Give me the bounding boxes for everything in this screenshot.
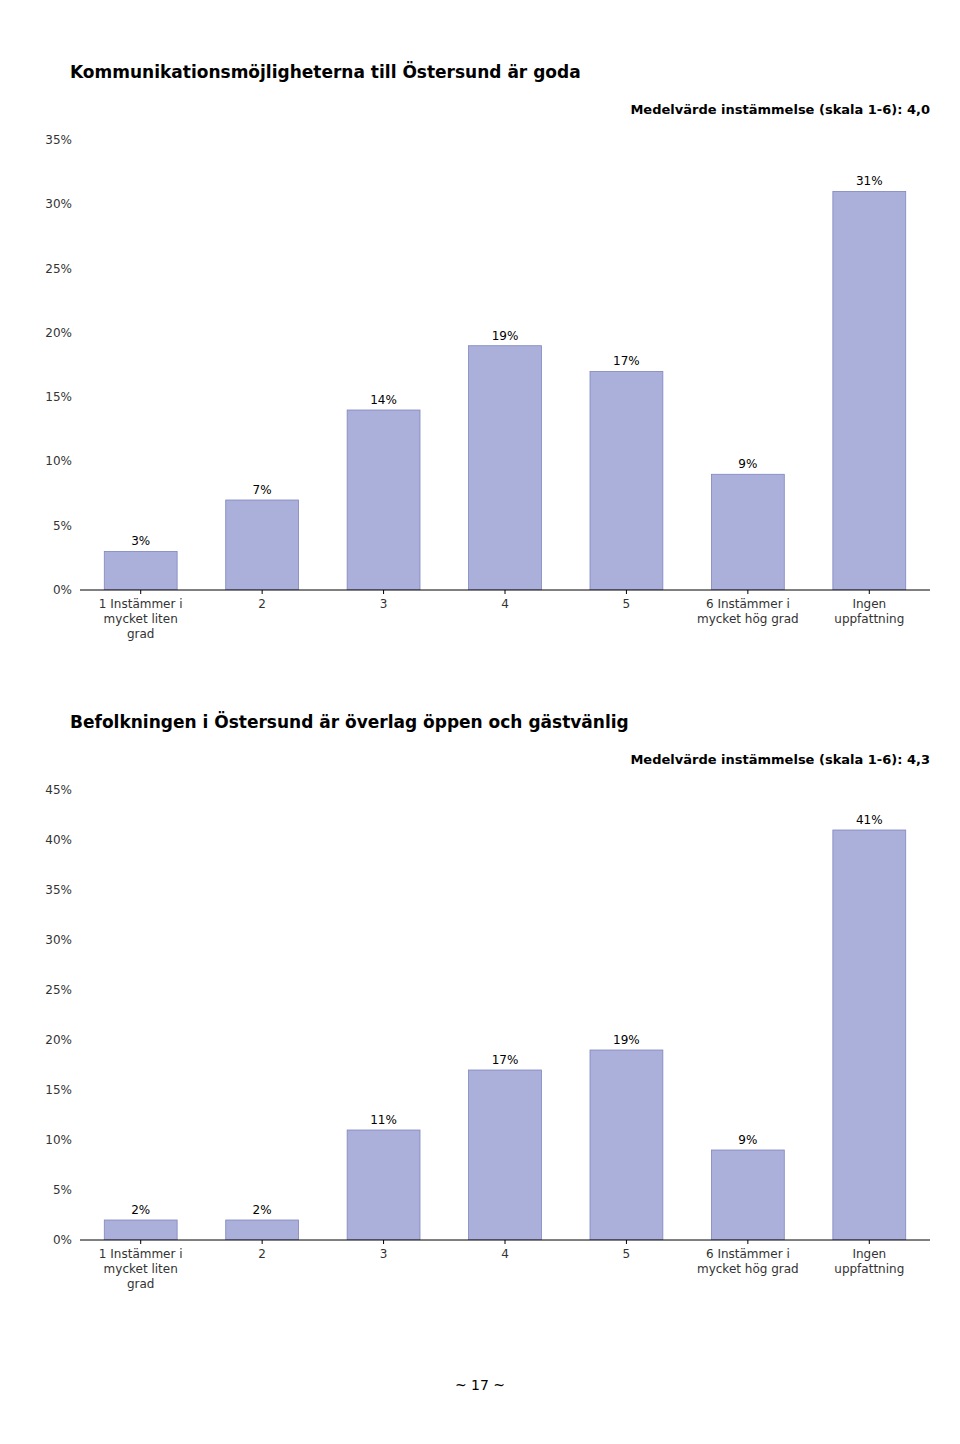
data-label: 2% — [253, 1203, 272, 1217]
chart: Befolkningen i Östersund är överlag öppe… — [45, 711, 930, 1291]
x-tick-label: 1 Instämmer imycket litengrad — [99, 597, 183, 641]
bar — [469, 346, 542, 590]
bar — [590, 1050, 663, 1240]
bar — [226, 500, 299, 590]
bar — [347, 1130, 420, 1240]
y-tick-label: 5% — [53, 519, 72, 533]
data-label: 7% — [253, 483, 272, 497]
x-tick — [505, 590, 506, 594]
x-tick — [869, 590, 870, 594]
data-label: 9% — [738, 457, 757, 471]
y-tick-label: 10% — [45, 454, 72, 468]
x-tick — [626, 590, 627, 594]
page-number: ~ 17 ~ — [455, 1377, 505, 1393]
x-tick-label: 3 — [380, 597, 388, 611]
x-tick-label: Ingenuppfattning — [834, 597, 904, 626]
chart-subtitle: Medelvärde instämmelse (skala 1-6): 4,0 — [630, 102, 930, 117]
x-tick — [505, 1240, 506, 1244]
x-tick — [140, 590, 141, 594]
x-tick — [262, 590, 263, 594]
data-label: 9% — [738, 1133, 757, 1147]
y-tick-label: 45% — [45, 783, 72, 797]
x-tick-label: 5 — [623, 1247, 631, 1261]
x-tick-label: 3 — [380, 1247, 388, 1261]
bar — [104, 1220, 177, 1240]
page: Kommunikationsmöjligheterna till Östersu… — [0, 0, 960, 1444]
data-label: 41% — [856, 813, 883, 827]
bars — [104, 191, 905, 590]
chart-title: Kommunikationsmöjligheterna till Östersu… — [70, 61, 581, 82]
bars — [104, 830, 905, 1240]
bar — [590, 371, 663, 590]
x-tick — [747, 1240, 748, 1244]
x-tick — [626, 1240, 627, 1244]
data-label: 14% — [370, 393, 397, 407]
x-tick-label: 2 — [258, 597, 266, 611]
x-tick — [262, 1240, 263, 1244]
data-label: 31% — [856, 174, 883, 188]
data-label: 17% — [613, 354, 640, 368]
bar — [226, 1220, 299, 1240]
y-tick-label: 35% — [45, 883, 72, 897]
data-label: 11% — [370, 1113, 397, 1127]
x-tick-label: Ingenuppfattning — [834, 1247, 904, 1276]
x-tick-label: 5 — [623, 597, 631, 611]
y-tick-label: 30% — [45, 197, 72, 211]
bar — [711, 474, 784, 590]
y-tick-label: 15% — [45, 1083, 72, 1097]
data-label: 3% — [131, 534, 150, 548]
y-tick-label: 40% — [45, 833, 72, 847]
data-label: 2% — [131, 1203, 150, 1217]
x-tick-label: 4 — [501, 597, 509, 611]
x-tick-label: 6 Instämmer imycket hög grad — [697, 597, 799, 626]
background — [0, 0, 960, 1444]
bar — [469, 1070, 542, 1240]
chart-subtitle: Medelvärde instämmelse (skala 1-6): 4,3 — [630, 752, 930, 767]
y-tick-label: 15% — [45, 390, 72, 404]
y-tick-label: 20% — [45, 1033, 72, 1047]
y-tick-label: 30% — [45, 933, 72, 947]
chart-title: Befolkningen i Östersund är överlag öppe… — [70, 711, 629, 732]
x-tick-label: 1 Instämmer imycket litengrad — [99, 1247, 183, 1291]
y-tick-label: 25% — [45, 262, 72, 276]
y-tick-label: 5% — [53, 1183, 72, 1197]
y-tick-label: 20% — [45, 326, 72, 340]
x-tick-label: 4 — [501, 1247, 509, 1261]
x-tick-label: 2 — [258, 1247, 266, 1261]
y-tick-label: 25% — [45, 983, 72, 997]
x-tick-label: 6 Instämmer imycket hög grad — [697, 1247, 799, 1276]
y-tick-label: 10% — [45, 1133, 72, 1147]
data-label: 19% — [492, 329, 519, 343]
y-tick-label: 0% — [53, 1233, 72, 1247]
bar — [833, 191, 906, 590]
bar — [711, 1150, 784, 1240]
x-tick — [383, 590, 384, 594]
y-tick-label: 35% — [45, 133, 72, 147]
x-tick — [140, 1240, 141, 1244]
x-tick — [747, 590, 748, 594]
y-tick-label: 0% — [53, 583, 72, 597]
x-tick — [383, 1240, 384, 1244]
data-label: 17% — [492, 1053, 519, 1067]
data-label: 19% — [613, 1033, 640, 1047]
x-tick — [869, 1240, 870, 1244]
bar — [833, 830, 906, 1240]
bar — [347, 410, 420, 590]
bar — [104, 551, 177, 590]
chart: Kommunikationsmöjligheterna till Östersu… — [45, 61, 930, 641]
